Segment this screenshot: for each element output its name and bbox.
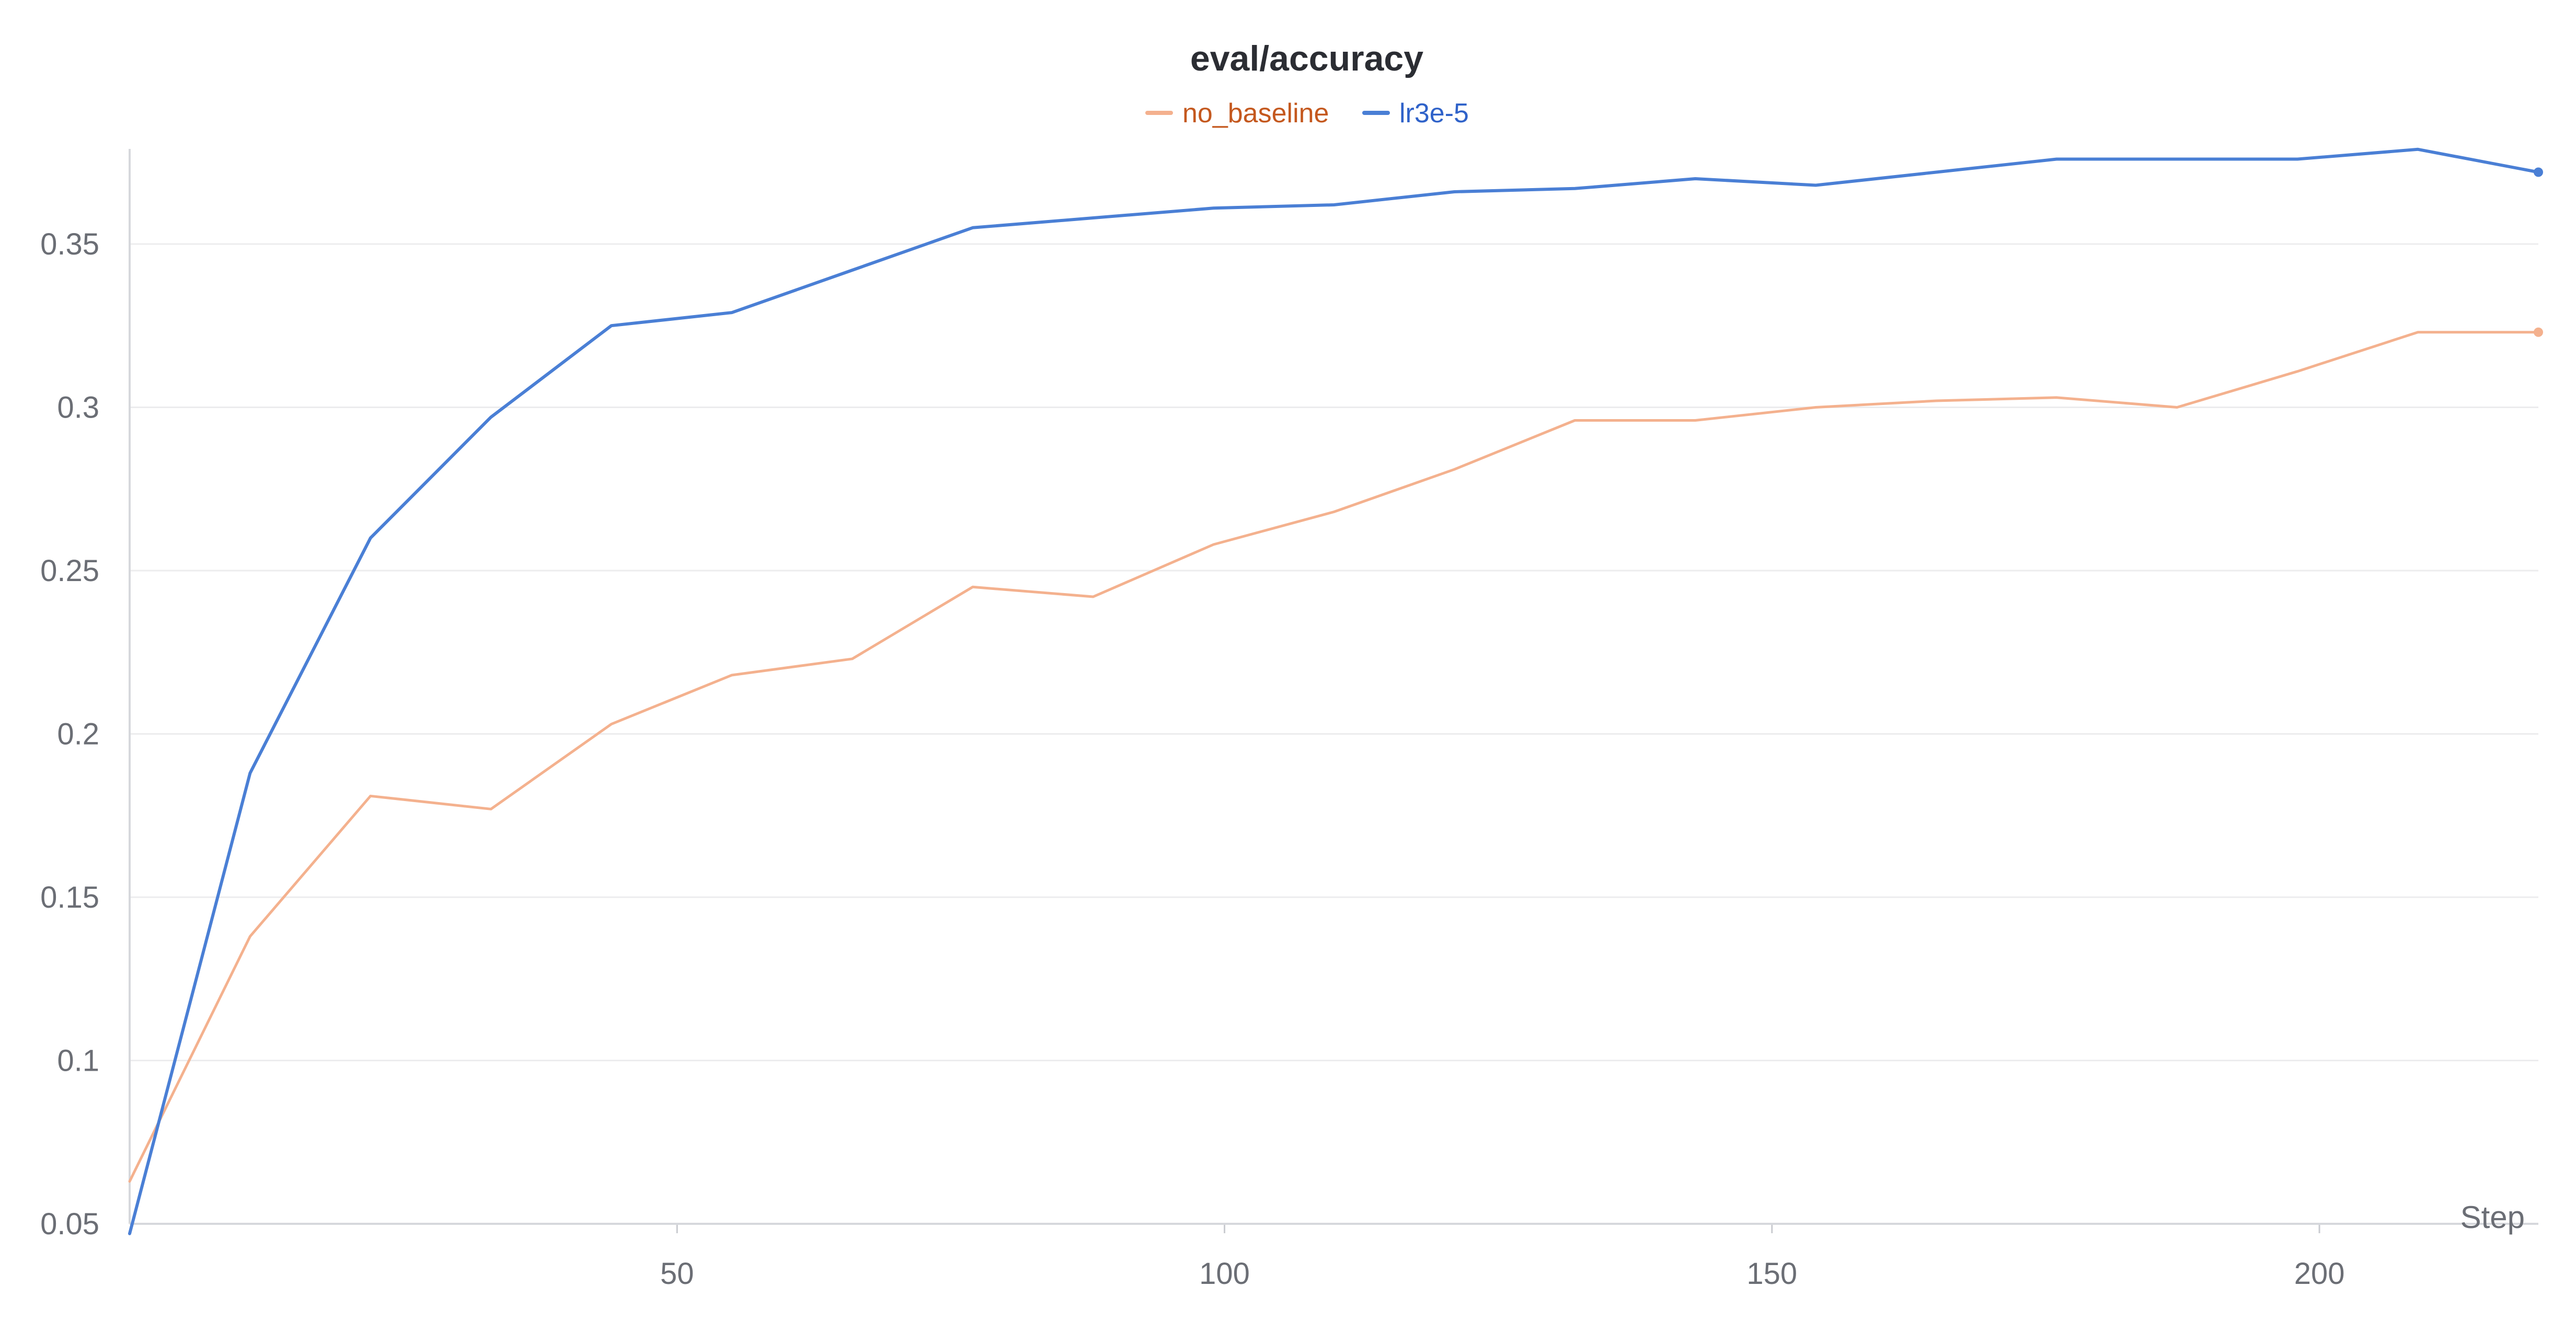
gridlines bbox=[130, 243, 2538, 1061]
series-lines bbox=[128, 147, 2540, 1235]
series-endpoint-lr3e-5 bbox=[2534, 167, 2543, 177]
series-line-lr3e-5 bbox=[128, 147, 2540, 1235]
x-tick-label: 100 bbox=[1199, 1257, 1250, 1291]
series-endpoints bbox=[2534, 167, 2543, 337]
x-axis-title: Step bbox=[2460, 1200, 2525, 1235]
x-tick-label: 150 bbox=[1746, 1257, 1797, 1291]
x-tick-label: 50 bbox=[660, 1257, 694, 1291]
series-endpoint-no-baseline bbox=[2534, 327, 2543, 337]
y-tick-label: 0.15 bbox=[40, 880, 99, 914]
y-tick-label: 0.25 bbox=[40, 554, 99, 588]
legend: no_baseline lr3e-5 bbox=[1145, 98, 1469, 129]
y-tick-label: 0.35 bbox=[40, 227, 99, 261]
y-tick-label: 0.1 bbox=[57, 1044, 99, 1078]
tick-labels: 0.05 0.1 0.15 0.2 0.25 0.3 0.35 50 100 150 200 bbox=[40, 227, 2344, 1291]
chart-title: eval/accuracy bbox=[1190, 39, 1423, 78]
series-line-no-baseline bbox=[128, 331, 2540, 1183]
x-tick-label: 200 bbox=[2294, 1257, 2345, 1291]
y-tick-label: 0.3 bbox=[57, 391, 99, 425]
legend-label-lr3e-5: lr3e-5 bbox=[1399, 98, 1469, 129]
y-tick-label: 0.2 bbox=[57, 717, 99, 751]
axes bbox=[129, 149, 2538, 1233]
legend-label-no-baseline: no_baseline bbox=[1182, 98, 1329, 129]
y-tick-label: 0.05 bbox=[40, 1207, 99, 1241]
